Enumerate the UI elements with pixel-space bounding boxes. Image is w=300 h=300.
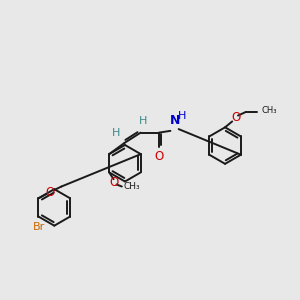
- Text: O: O: [109, 176, 118, 189]
- Text: CH₃: CH₃: [123, 182, 140, 191]
- Text: O: O: [45, 186, 54, 199]
- Text: O: O: [231, 111, 240, 124]
- Text: O: O: [154, 150, 164, 163]
- Text: H: H: [177, 111, 186, 121]
- Text: H: H: [139, 116, 147, 126]
- Text: Br: Br: [33, 222, 46, 232]
- Text: CH₃: CH₃: [261, 106, 277, 115]
- Text: N: N: [169, 114, 180, 127]
- Text: H: H: [112, 128, 120, 138]
